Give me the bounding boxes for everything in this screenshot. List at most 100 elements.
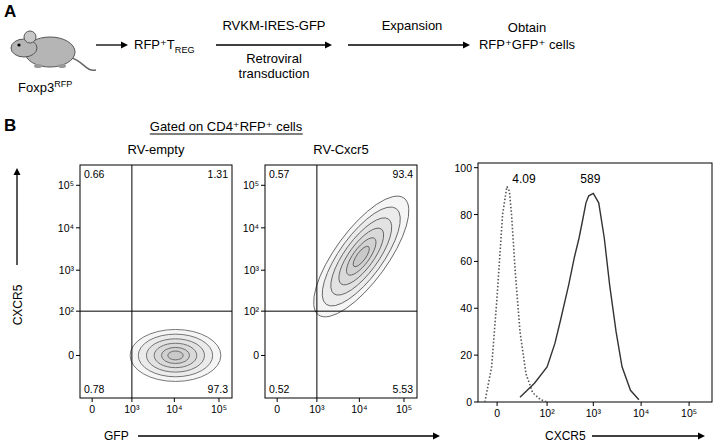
population-contour — [146, 339, 204, 372]
y-tick — [76, 355, 80, 356]
y-tick — [474, 355, 478, 356]
rich-label: Foxp3RFP — [18, 79, 72, 95]
label: RVKM-IRES-GFP — [222, 18, 325, 33]
y-tick-label: 10⁴ — [58, 222, 74, 234]
arrow-shaft — [96, 44, 121, 45]
y-tick-label: 10⁴ — [243, 222, 259, 234]
histogram-line — [520, 193, 639, 399]
population-contour — [161, 347, 189, 363]
y-tick — [76, 227, 80, 228]
gate-line — [80, 311, 232, 312]
quadrant-label: 0.66 — [84, 168, 105, 180]
x-tick-label: 10² — [539, 407, 555, 419]
y-tick — [76, 311, 80, 312]
x-tick — [359, 398, 360, 402]
label-main: RFP⁺T — [134, 37, 175, 52]
arrow-shaft — [592, 435, 698, 436]
plot-title: RV-Cxcr5 — [313, 142, 368, 157]
x-tick — [593, 402, 594, 406]
population-contour — [309, 196, 413, 317]
y-tick — [261, 311, 265, 312]
rich-label: RFP⁺TREG — [134, 37, 195, 55]
y-tick-label: 10³ — [244, 264, 260, 276]
x-tick — [689, 402, 690, 406]
plot-area — [80, 165, 232, 398]
arrow-head — [14, 168, 21, 175]
y-tick-label: 0 — [68, 349, 74, 361]
gate-line — [131, 165, 132, 398]
label: Retroviral — [246, 51, 302, 66]
y-tick-label: 10² — [244, 305, 260, 317]
underline — [150, 134, 303, 135]
label: Expansion — [382, 18, 443, 33]
figure: AFoxp3RFPRFP⁺TREGRVKM-IRES-GFPRetroviral… — [0, 0, 722, 442]
y-tick-label: 0 — [253, 349, 259, 361]
y-tick — [76, 185, 80, 186]
x-tick — [547, 402, 548, 406]
y-tick-label: 0 — [466, 396, 472, 408]
label-sub: REG — [175, 45, 195, 55]
x-tick — [218, 398, 219, 402]
y-tick — [474, 167, 478, 168]
y-tick — [261, 185, 265, 186]
y-tick-label: 60 — [460, 255, 472, 267]
histogram-line — [485, 186, 547, 402]
mouse-foot — [34, 64, 42, 68]
panel-label: B — [4, 116, 16, 135]
population-contour — [298, 183, 417, 330]
y-tick — [261, 227, 265, 228]
y-tick — [76, 270, 80, 271]
y-tick — [261, 270, 265, 271]
quadrant-label: 97.3 — [208, 383, 229, 395]
x-tick-label: 10⁵ — [211, 403, 227, 415]
x-tick-label: 10⁴ — [633, 407, 649, 419]
x-tick — [403, 398, 404, 402]
population-contour — [320, 209, 402, 303]
axis-arrow — [14, 168, 21, 265]
population-contour — [342, 234, 382, 280]
x-tick-label: 0 — [89, 403, 95, 415]
mouse-tail — [72, 58, 96, 70]
arrow-head — [698, 433, 705, 440]
label-main: Foxp3 — [18, 80, 54, 95]
arrow-head — [463, 42, 470, 49]
x-tick — [92, 398, 93, 402]
mouse-eye — [17, 43, 20, 46]
label: Obtain — [508, 20, 546, 35]
x-tick-label: 10⁴ — [351, 403, 367, 415]
axis-arrow — [138, 433, 440, 440]
x-tick — [174, 398, 175, 402]
plot-area — [265, 165, 417, 398]
quadrant-label: 0.52 — [269, 383, 290, 395]
x-tick-label: 10³ — [124, 403, 140, 415]
quadrant-label: 5.53 — [393, 383, 414, 395]
mfi-label: 4.09 — [512, 172, 536, 186]
quadrant-label: 93.4 — [393, 168, 414, 180]
arrow-head — [121, 42, 128, 49]
arrow-head — [325, 42, 332, 49]
axis-arrow — [592, 433, 705, 440]
gate-title: Gated on CD4⁺RFP⁺ cells — [150, 119, 303, 134]
population-contour — [130, 329, 221, 381]
y-tick-label: 10⁵ — [243, 179, 259, 191]
y-tick-label: 80 — [460, 209, 472, 221]
plot-area — [485, 186, 639, 402]
gate-line — [265, 311, 417, 312]
arrow-head — [433, 433, 440, 440]
label-sup: RFP — [54, 79, 72, 89]
quadrant-label: 1.31 — [208, 168, 229, 180]
plot-title: RV-empty — [128, 142, 185, 157]
population-contour — [350, 244, 372, 269]
y-tick-label: 10³ — [59, 264, 75, 276]
gate-line — [316, 165, 317, 398]
y-tick-label: 100 — [454, 162, 472, 174]
mouse-foot — [58, 64, 66, 68]
arrow-shaft — [16, 175, 17, 265]
x-tick-label: 10⁵ — [396, 403, 412, 415]
x-tick — [497, 402, 498, 406]
x-tick-label: 0 — [494, 407, 500, 419]
x-tick-label: 0 — [274, 403, 280, 415]
mouse-ear — [24, 31, 36, 43]
x-tick-label: 10⁴ — [166, 403, 182, 415]
axis-title: CXCR5 — [11, 284, 25, 325]
